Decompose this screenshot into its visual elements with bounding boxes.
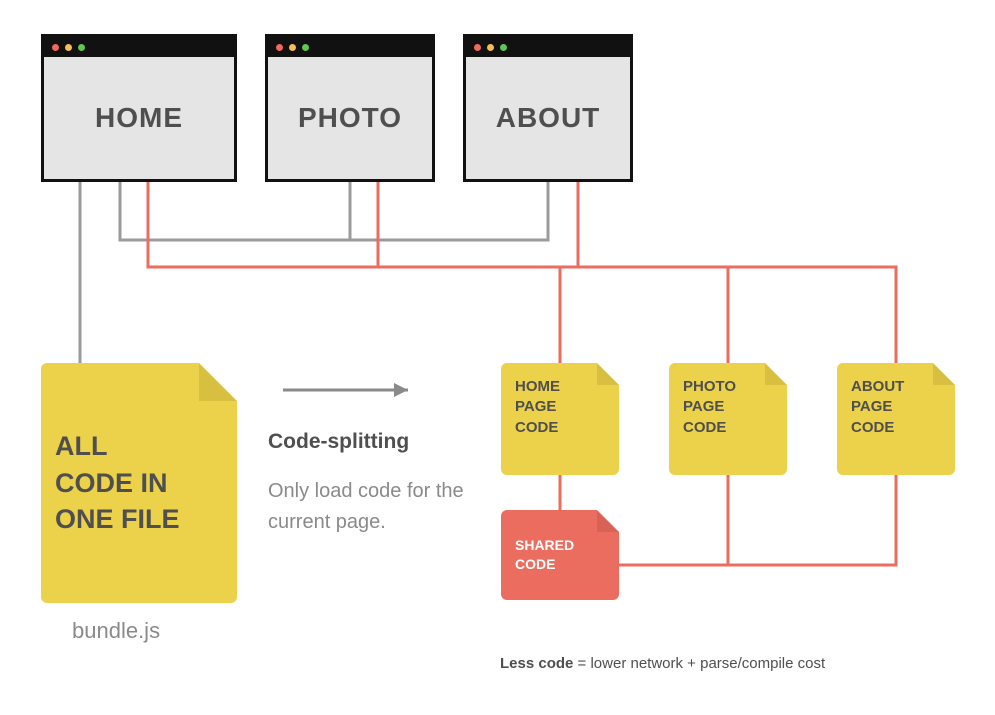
arrow-head-icon (394, 383, 408, 397)
file-label: SHARED CODE (515, 536, 574, 574)
browser-window-photo: PHOTO (265, 34, 435, 182)
window-label: HOME (95, 102, 183, 134)
file-about-code: ABOUT PAGE CODE (837, 363, 955, 475)
window-label: ABOUT (496, 102, 601, 134)
bundle-caption-text: bundle.js (72, 618, 160, 643)
window-chrome (268, 37, 432, 57)
traffic-light-red-icon (474, 44, 481, 51)
mid-text: Code-splitting Only load code for the cu… (268, 430, 468, 538)
file-home-code: HOME PAGE CODE (501, 363, 619, 475)
mid-sub: Only load code for the current page. (268, 476, 468, 538)
traffic-light-yellow-icon (65, 44, 72, 51)
footnote: Less code = lower network + parse/compil… (500, 655, 825, 672)
file-fold-icon (933, 363, 955, 385)
footnote-rest: = lower network + parse/compile cost (573, 655, 825, 672)
connector-line (148, 182, 560, 363)
traffic-light-red-icon (276, 44, 283, 51)
file-label: HOME PAGE CODE (515, 377, 560, 438)
traffic-light-green-icon (302, 44, 309, 51)
mid-heading: Code-splitting (268, 430, 468, 454)
footnote-bold: Less code (500, 655, 573, 672)
traffic-light-green-icon (78, 44, 85, 51)
window-body: PHOTO (268, 57, 432, 179)
browser-window-home: HOME (41, 34, 237, 182)
window-body: HOME (44, 57, 234, 179)
file-label: ALL CODE IN ONE FILE (55, 428, 180, 537)
file-fold-icon (199, 363, 237, 401)
connector-line (578, 182, 896, 363)
connector-line (728, 475, 896, 565)
file-fold-icon (597, 510, 619, 532)
traffic-light-red-icon (52, 44, 59, 51)
file-fold-icon (765, 363, 787, 385)
window-chrome (466, 37, 630, 57)
file-photo-code: PHOTO PAGE CODE (669, 363, 787, 475)
file-label: PHOTO PAGE CODE (683, 377, 736, 438)
window-label: PHOTO (298, 102, 402, 134)
connector-line (120, 182, 350, 240)
connector-line (350, 182, 548, 240)
connector-line (378, 182, 728, 363)
file-label: ABOUT PAGE CODE (851, 377, 904, 438)
traffic-light-yellow-icon (289, 44, 296, 51)
bundle-caption: bundle.js (72, 618, 160, 644)
file-all-code: ALL CODE IN ONE FILE (41, 363, 237, 603)
browser-window-about: ABOUT (463, 34, 633, 182)
window-body: ABOUT (466, 57, 630, 179)
traffic-light-yellow-icon (487, 44, 494, 51)
connector-line (619, 475, 728, 565)
traffic-light-green-icon (500, 44, 507, 51)
window-chrome (44, 37, 234, 57)
file-shared-code: SHARED CODE (501, 510, 619, 600)
file-fold-icon (597, 363, 619, 385)
